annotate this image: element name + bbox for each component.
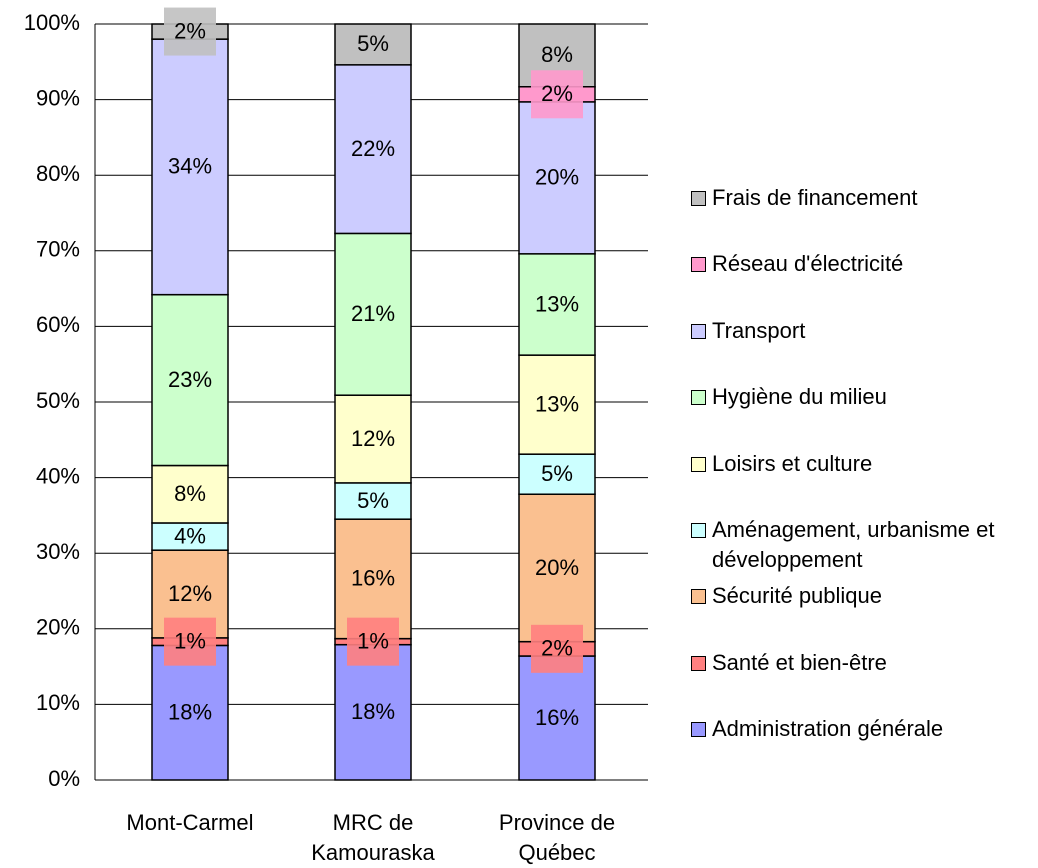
data-label: 5% xyxy=(541,461,573,486)
data-label: 12% xyxy=(351,426,395,451)
legend-label: Aménagement, urbanisme et développement xyxy=(712,517,995,572)
data-label: 8% xyxy=(174,481,206,506)
legend-label: Loisirs et culture xyxy=(712,450,873,476)
bar-segment xyxy=(334,232,412,396)
legend-swatch xyxy=(691,390,706,406)
data-label: 18% xyxy=(351,699,395,724)
bar-segment xyxy=(334,482,412,520)
legend-item: Réseau d'électricité xyxy=(691,249,1021,279)
label-background xyxy=(531,70,583,119)
data-label: 1% xyxy=(174,628,206,653)
data-label: 4% xyxy=(174,523,206,548)
label-background xyxy=(164,7,216,56)
data-label: 5% xyxy=(357,31,389,56)
bar-segment xyxy=(518,253,596,356)
y-tick-label: 80% xyxy=(36,161,80,186)
legend-item: Frais de financement xyxy=(691,183,1021,213)
legend-item: Administration générale xyxy=(691,714,1021,744)
data-label: 8% xyxy=(541,42,573,67)
legend-label: Frais de financement xyxy=(712,185,918,210)
data-label: 5% xyxy=(357,488,389,513)
data-label: 22% xyxy=(351,136,395,161)
legend-swatch xyxy=(691,589,706,605)
x-tick-label: Mont-Carmel xyxy=(126,810,254,835)
data-label: 16% xyxy=(535,705,579,730)
legend-label: Réseau d'électricité xyxy=(712,251,904,277)
y-tick-label: 40% xyxy=(36,463,80,488)
y-tick-label: 70% xyxy=(36,237,80,262)
bar-segment xyxy=(518,493,596,643)
data-label: 13% xyxy=(535,291,579,316)
legend-swatch xyxy=(691,456,706,472)
data-label: 12% xyxy=(168,581,212,606)
y-tick-label: 50% xyxy=(36,388,80,413)
y-tick-label: 100% xyxy=(24,10,80,35)
y-tick-label: 10% xyxy=(36,690,80,715)
legend-label: Transport xyxy=(712,317,806,343)
legend-label: Administration générale xyxy=(712,716,944,742)
legend-swatch xyxy=(691,323,706,339)
legend-item: Santé et bien-être xyxy=(691,648,1021,678)
data-label: 18% xyxy=(168,700,212,725)
label-background xyxy=(531,624,583,673)
data-label: 2% xyxy=(541,81,573,106)
legend-item: Loisirs et culture xyxy=(691,449,1021,479)
y-tick-label: 90% xyxy=(36,85,80,110)
data-label: 23% xyxy=(168,367,212,392)
data-label: 13% xyxy=(535,391,579,416)
legend-swatch xyxy=(691,722,706,738)
bar-segment xyxy=(151,644,229,781)
x-tick-label: MRC de Kamouraska xyxy=(311,810,435,865)
data-label: 16% xyxy=(351,566,395,591)
data-label: 1% xyxy=(357,628,389,653)
data-label: 20% xyxy=(535,165,579,190)
data-label: 34% xyxy=(168,154,212,179)
legend-swatch xyxy=(691,257,706,273)
legend-label: Santé et bien-être xyxy=(712,649,887,675)
y-tick-label: 0% xyxy=(48,766,80,791)
legend-item: Aménagement, urbanisme et développement xyxy=(691,515,1021,575)
data-label: 2% xyxy=(174,18,206,43)
label-background xyxy=(347,617,399,666)
legend-item: Hygiène du milieu xyxy=(691,382,1021,412)
bar-segment xyxy=(518,354,596,455)
data-label: 20% xyxy=(535,555,579,580)
bar-segment xyxy=(151,38,229,296)
y-tick-label: 30% xyxy=(36,539,80,564)
bar-segment xyxy=(151,464,229,524)
bar-segment xyxy=(334,394,412,484)
legend-swatch xyxy=(691,191,706,206)
bar-segment xyxy=(151,522,229,551)
label-background xyxy=(164,617,216,666)
y-tick-label: 60% xyxy=(36,312,80,337)
x-tick-label: Province de Québec xyxy=(498,810,616,865)
legend-item: Transport xyxy=(691,316,1021,346)
bar-segment xyxy=(518,101,596,255)
bar-segment xyxy=(151,293,229,467)
legend-label: Sécurité publique xyxy=(712,583,883,609)
legend-label: Hygiène du milieu xyxy=(712,384,887,410)
bar-segment xyxy=(334,23,412,66)
y-tick-label: 20% xyxy=(36,615,80,640)
legend-swatch xyxy=(691,655,706,671)
bar-segment xyxy=(334,64,412,235)
data-label: 21% xyxy=(351,301,395,326)
legend-item: Sécurité publique xyxy=(691,581,1021,611)
data-label: 2% xyxy=(541,636,573,661)
legend-swatch xyxy=(691,523,706,538)
